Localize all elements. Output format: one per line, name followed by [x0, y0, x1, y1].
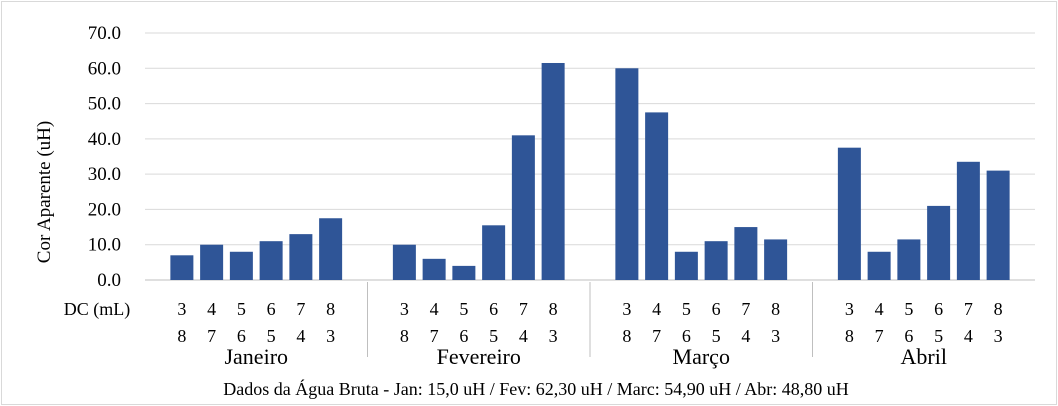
x-tick-label: 3: [549, 326, 558, 346]
bar: [645, 112, 669, 281]
x-tick-label: 5: [712, 326, 721, 346]
x-tick-label: 5: [459, 299, 468, 319]
x-tick-label: 3: [326, 326, 335, 346]
x-tick-label: 5: [904, 299, 913, 319]
x-tick-label: 8: [845, 326, 854, 346]
x-tick-label: 4: [519, 326, 528, 346]
x-tick-label: 4: [296, 326, 305, 346]
x-tick-label: 3: [400, 299, 409, 319]
bar: [422, 258, 446, 280]
x-tick-label: 3: [177, 299, 186, 319]
x-tick-label: 6: [934, 299, 943, 319]
y-tick-label: 20.0: [88, 199, 121, 220]
x-tick-label: 4: [652, 299, 661, 319]
bar: [289, 234, 313, 280]
x-tick-label: 5: [934, 326, 943, 346]
x-tick-label: 8: [771, 299, 780, 319]
bar: [704, 241, 728, 280]
x-tick-label: 7: [207, 326, 216, 346]
x-tick-label: 4: [875, 299, 884, 319]
group-label: Março: [673, 344, 730, 369]
bar: [837, 147, 861, 280]
x-tick-label: 6: [237, 326, 246, 346]
x-tick-label: 7: [875, 326, 884, 346]
x-tick-label: 3: [622, 299, 631, 319]
x-tick-label: 3: [994, 326, 1003, 346]
bar: [319, 218, 343, 280]
x-tick-label: 4: [430, 299, 439, 319]
y-tick-label: 60.0: [88, 58, 121, 79]
x-tick-label: 8: [177, 326, 186, 346]
bar: [986, 170, 1010, 280]
bar: [229, 251, 253, 280]
bar: [867, 251, 891, 280]
x-tick-label: 8: [326, 299, 335, 319]
bar: [200, 244, 224, 280]
x-tick-label: 8: [549, 299, 558, 319]
y-tick-label: 50.0: [88, 94, 121, 115]
x-tick-label: 5: [489, 326, 498, 346]
y-tick-label: 0.0: [97, 270, 121, 291]
x-tick-label: 6: [267, 299, 276, 319]
x-tick-label: 6: [904, 326, 913, 346]
x-tick-label: 7: [741, 299, 750, 319]
bar: [482, 225, 506, 280]
y-tick-label: 40.0: [88, 129, 121, 150]
x-tick-label: 7: [296, 299, 305, 319]
group-label: Abril: [901, 344, 947, 369]
x-tick-label: 5: [237, 299, 246, 319]
x-tick-label: 4: [741, 326, 750, 346]
x-tick-label: 5: [682, 299, 691, 319]
bar: [170, 255, 194, 280]
x-tick-label: 5: [267, 326, 276, 346]
x-axis-title: DC (mL): [64, 299, 131, 320]
bar: [764, 239, 788, 280]
bar: [897, 239, 921, 280]
group-labels: Janeiro Fevereiro Março Abril: [224, 344, 946, 369]
group-label: Janeiro: [224, 344, 288, 369]
y-axis-title: Cor Aparente (uH): [34, 121, 55, 263]
group-separators: [367, 282, 813, 357]
bar: [615, 68, 639, 281]
raw-water-footnote: Dados da Água Bruta - Jan: 15,0 uH / Fev…: [223, 378, 848, 399]
x-tick-label: 6: [712, 299, 721, 319]
y-tick-label: 30.0: [88, 164, 121, 185]
bar: [511, 135, 535, 280]
y-tick-label: 10.0: [88, 235, 121, 256]
x-tick-label: 8: [400, 326, 409, 346]
y-axis-ticks: 0.0 10.0 20.0 30.0 40.0 50.0 60.0 70.0: [88, 23, 121, 291]
x-tick-label: 4: [964, 326, 973, 346]
group-label: Fevereiro: [437, 344, 521, 369]
x-tick-label: 7: [519, 299, 528, 319]
x-axis-ticks: 3847566574833847566574833847566574833847…: [177, 299, 1002, 346]
x-tick-label: 3: [845, 299, 854, 319]
bar: [392, 244, 416, 280]
bar: [956, 161, 980, 280]
x-tick-label: 8: [994, 299, 1003, 319]
x-tick-label: 8: [622, 326, 631, 346]
x-tick-label: 6: [682, 326, 691, 346]
x-tick-label: 6: [459, 326, 468, 346]
bar: [541, 62, 565, 280]
bar: [734, 227, 758, 280]
x-tick-label: 3: [771, 326, 780, 346]
x-tick-label: 6: [489, 299, 498, 319]
bar: [927, 205, 951, 280]
bar: [259, 241, 283, 280]
bars: [170, 62, 1010, 281]
bar: [452, 265, 476, 280]
x-tick-label: 7: [964, 299, 973, 319]
x-tick-label: 7: [430, 326, 439, 346]
x-tick-label: 7: [652, 326, 661, 346]
y-tick-label: 70.0: [88, 23, 121, 44]
bar: [674, 251, 698, 280]
x-tick-label: 4: [207, 299, 216, 319]
